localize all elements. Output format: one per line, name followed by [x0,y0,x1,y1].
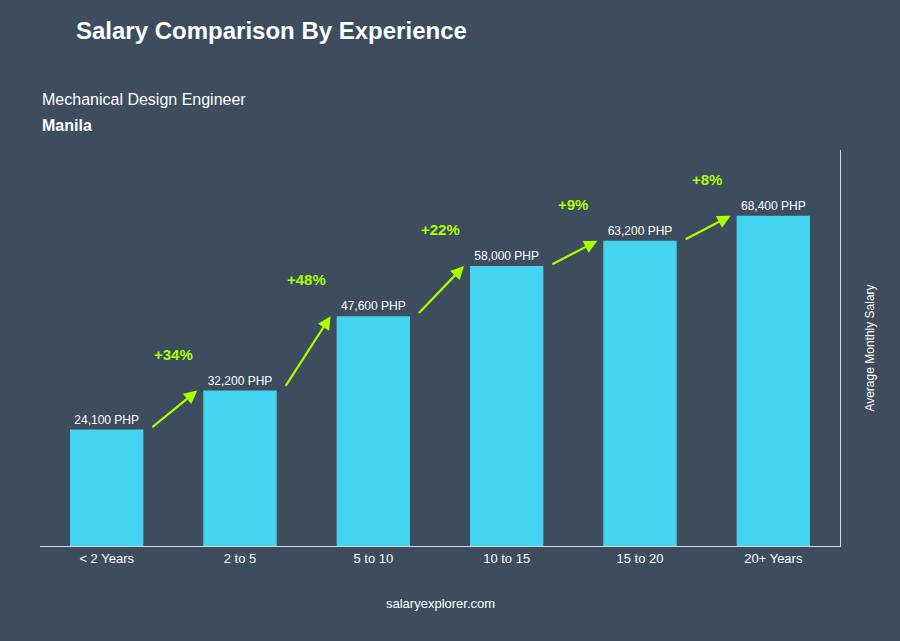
svg-text:+48%: +48% [287,271,326,288]
svg-text:+9%: +9% [558,196,588,213]
svg-text:+34%: +34% [154,346,193,363]
svg-text:10 to 15: 10 to 15 [483,551,530,566]
svg-text:5 to 10: 5 to 10 [353,551,393,566]
svg-text:+8%: +8% [692,171,722,188]
svg-text:Average Monthly Salary: Average Monthly Salary [863,284,877,411]
svg-text:63,200 PHP: 63,200 PHP [608,224,673,238]
svg-text:15 to 20: 15 to 20 [617,551,664,566]
svg-text:68,400 PHP: 68,400 PHP [741,199,806,213]
svg-text:+22%: +22% [421,221,460,238]
svg-text:Mechanical Design Engineer: Mechanical Design Engineer [42,91,246,108]
svg-text:58,000 PHP: 58,000 PHP [474,249,539,263]
svg-text:47,600 PHP: 47,600 PHP [341,299,406,313]
svg-text:32,200 PHP: 32,200 PHP [208,374,273,388]
svg-text:< 2 Years: < 2 Years [79,551,134,566]
svg-text:24,100 PHP: 24,100 PHP [74,413,139,427]
svg-text:20+ Years: 20+ Years [744,551,803,566]
svg-text:salaryexplorer.com: salaryexplorer.com [386,596,495,611]
svg-text:Manila: Manila [42,117,92,134]
svg-text:2 to 5: 2 to 5 [224,551,257,566]
svg-text:Salary Comparison By Experienc: Salary Comparison By Experience [76,17,467,44]
